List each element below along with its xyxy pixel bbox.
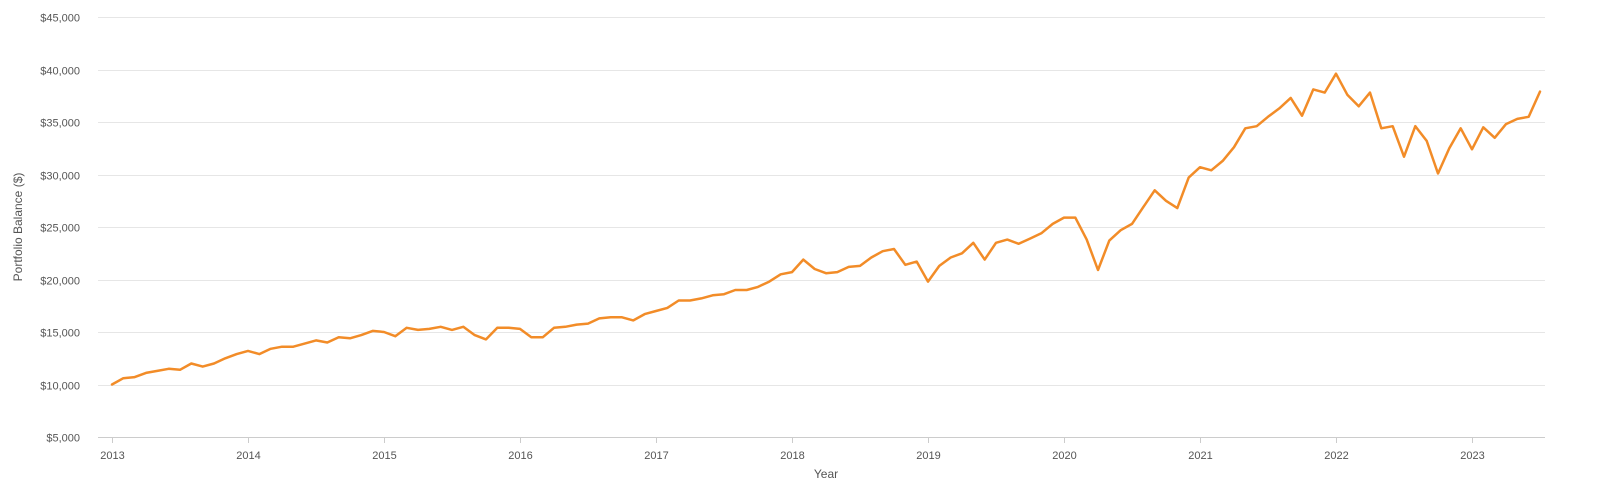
x-tick-label: 2020 bbox=[1052, 450, 1076, 462]
y-tick-label: $40,000 bbox=[40, 66, 80, 78]
y-tick-label: $25,000 bbox=[40, 223, 80, 235]
x-tick-label: 2019 bbox=[916, 450, 940, 462]
gridlines bbox=[98, 17, 1545, 438]
x-tick-label: 2013 bbox=[100, 450, 124, 462]
x-tick-label: 2017 bbox=[644, 450, 668, 462]
x-axis: 2013 2014 2015 2016 2017 2018 2019 2020 2021 2022… bbox=[100, 437, 1485, 462]
x-tick-label: 2015 bbox=[372, 450, 396, 462]
x-tick-label: 2021 bbox=[1188, 450, 1212, 462]
x-tick-label: 2022 bbox=[1324, 450, 1348, 462]
series-layer bbox=[110, 72, 1542, 386]
x-axis-title: Year bbox=[814, 467, 838, 481]
y-tick-label: $10,000 bbox=[40, 381, 80, 393]
x-tick-label: 2014 bbox=[236, 450, 260, 462]
x-tick-label: 2016 bbox=[508, 450, 532, 462]
y-tick-label: $30,000 bbox=[40, 171, 80, 183]
y-tick-label: $15,000 bbox=[40, 328, 80, 340]
y-tick-label: $5,000 bbox=[46, 433, 80, 445]
x-tick-label: 2023 bbox=[1460, 450, 1484, 462]
y-axis-title: Portfolio Balance ($) bbox=[11, 173, 25, 282]
y-axis-tick-labels: $5,000 $10,000 $15,000 $20,000 $25,000 $30,00… bbox=[40, 13, 80, 445]
x-tick-label: 2018 bbox=[780, 450, 804, 462]
y-tick-label: $45,000 bbox=[40, 13, 80, 25]
y-tick-label: $35,000 bbox=[40, 118, 80, 130]
y-tick-label: $20,000 bbox=[40, 276, 80, 288]
series-line bbox=[110, 72, 1542, 386]
